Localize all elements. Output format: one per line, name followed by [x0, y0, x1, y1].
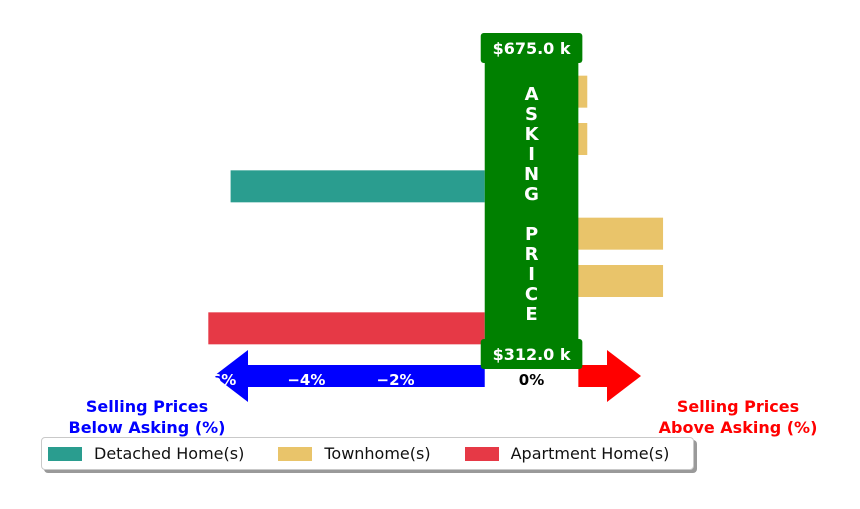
bottom-price-badge	[480, 339, 583, 369]
x-tick-label-4: 2%	[655, 371, 680, 389]
bar-townhome-s--4	[573, 265, 664, 297]
above-asking-label: Selling Prices Above Asking (%)	[640, 396, 836, 438]
above-asking-label-line-1: Selling Prices	[676, 397, 800, 416]
bar-townhome-s--3	[573, 217, 664, 250]
bars-layer	[208, 75, 664, 345]
x-tick-label-3: 0%	[519, 371, 544, 389]
above-asking-label-line-2: Above Asking (%)	[658, 418, 818, 437]
bottom-price-label: $312.0 k	[493, 345, 571, 364]
legend-label-townhome: Townhome(s)	[324, 444, 431, 463]
top-price-label: $675.0 k	[493, 39, 571, 58]
legend-item-detached: Detached Home(s)	[48, 444, 244, 463]
asking-price-letter-1: S	[525, 104, 538, 125]
below-asking-label-line-1: Selling Prices	[85, 397, 209, 416]
legend: Detached Home(s) Townhome(s) Apartment H…	[41, 437, 694, 470]
legend-swatch-apartment	[464, 446, 499, 461]
asking-price-letter-8: R	[525, 244, 539, 265]
legend-item-apartment: Apartment Home(s)	[464, 444, 670, 463]
below-asking-arrow	[214, 350, 485, 402]
legend-swatch-detached	[48, 446, 82, 461]
direction-arrows	[214, 350, 641, 402]
asking-price-letter-9: I	[528, 264, 535, 285]
bar-apartment-home-s--5	[208, 312, 485, 345]
x-axis-ticks: −6% −4% −2% 0% 2%	[198, 371, 680, 389]
bar-detached-home-s--2	[230, 170, 485, 203]
x-tick-label-2: −2%	[377, 371, 415, 389]
asking-price-letter-11: E	[525, 304, 537, 325]
asking-price-letter-5: G	[524, 184, 539, 205]
legend-label-detached: Detached Home(s)	[94, 444, 245, 463]
above-asking-arrow	[578, 350, 641, 402]
asking-price-letter-7: P	[525, 224, 538, 245]
top-price-badge	[480, 33, 583, 63]
legend-swatch-townhome	[278, 446, 313, 461]
asking-price-letter-10: C	[525, 284, 538, 305]
legend-label-apartment: Apartment Home(s)	[510, 444, 670, 463]
asking-price-letter-2: K	[525, 124, 540, 145]
asking-price-bar	[484, 60, 579, 365]
x-tick-label-1: −4%	[287, 371, 325, 389]
x-tick-label-0: −6%	[198, 371, 236, 389]
asking-price-letter-0: A	[525, 84, 539, 105]
asking-price-letter-4: N	[524, 164, 539, 185]
asking-price-letter-3: I	[528, 144, 535, 165]
below-asking-label-line-2: Below Asking (%)	[68, 418, 226, 437]
below-asking-label: Selling Prices Below Asking (%)	[52, 396, 242, 438]
legend-item-townhome: Townhome(s)	[278, 444, 431, 463]
